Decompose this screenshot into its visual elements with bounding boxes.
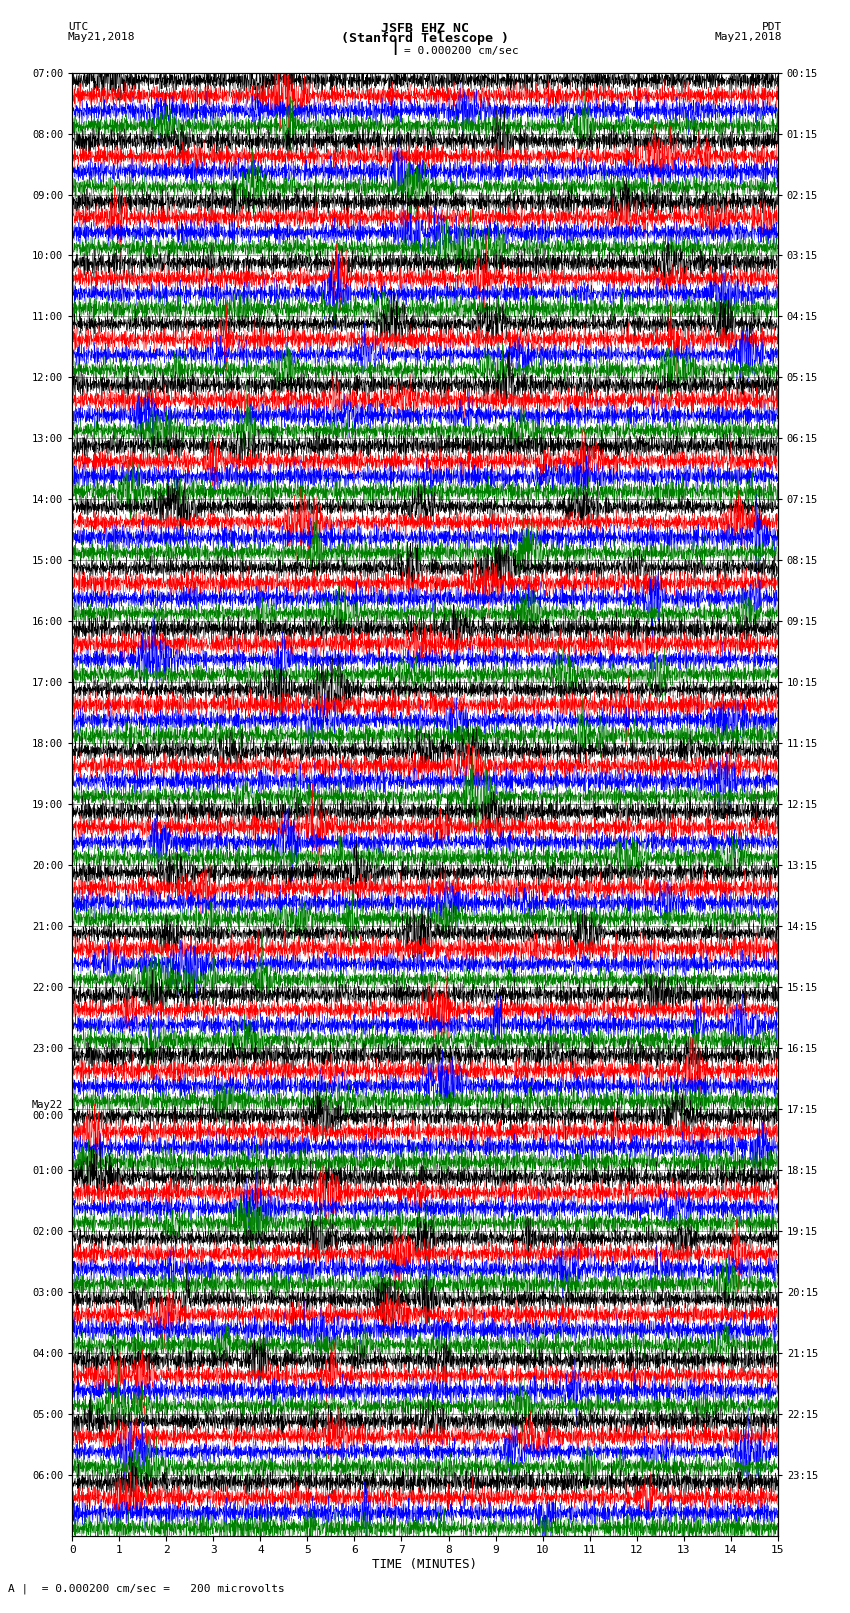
Text: May21,2018: May21,2018	[68, 32, 135, 42]
Text: May21,2018: May21,2018	[715, 32, 782, 42]
Text: A |  = 0.000200 cm/sec =   200 microvolts: A | = 0.000200 cm/sec = 200 microvolts	[8, 1582, 286, 1594]
Text: JSFB EHZ NC: JSFB EHZ NC	[381, 21, 469, 35]
Text: UTC: UTC	[68, 23, 88, 32]
X-axis label: TIME (MINUTES): TIME (MINUTES)	[372, 1558, 478, 1571]
Text: = 0.000200 cm/sec: = 0.000200 cm/sec	[404, 47, 518, 56]
Text: (Stanford Telescope ): (Stanford Telescope )	[341, 32, 509, 45]
Text: PDT: PDT	[762, 23, 782, 32]
Text: |: |	[390, 39, 399, 55]
